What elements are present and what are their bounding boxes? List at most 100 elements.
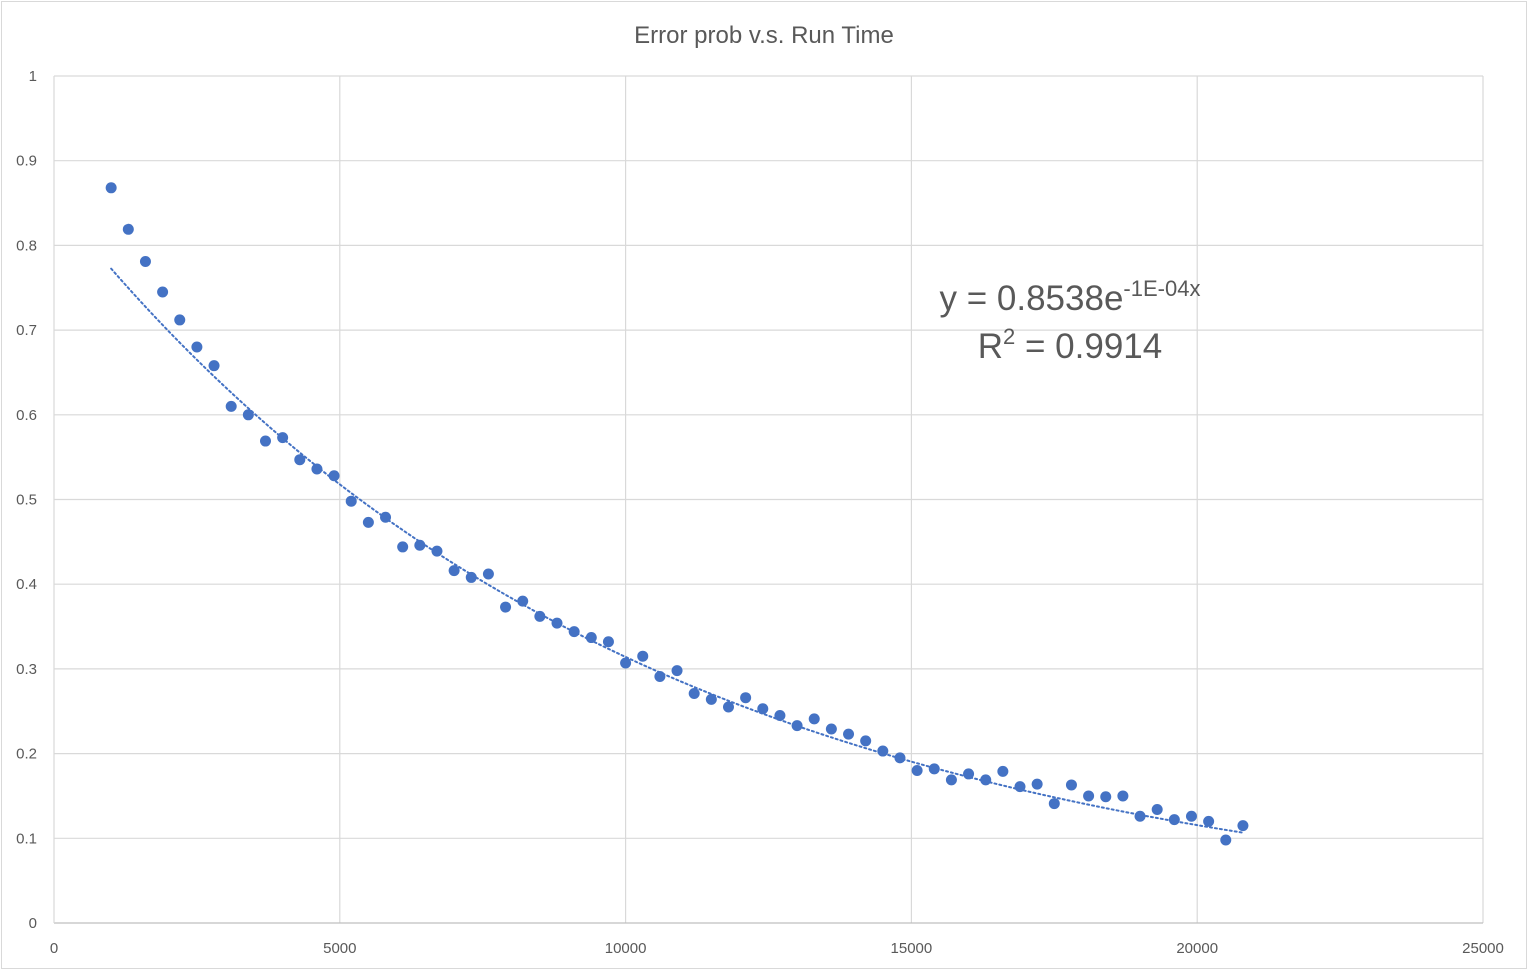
data-point (380, 511, 392, 523)
data-point (602, 636, 614, 648)
data-point (482, 568, 494, 580)
data-point (174, 314, 186, 326)
data-point (585, 632, 597, 644)
data-point (928, 763, 940, 775)
data-point (637, 650, 649, 662)
equation-main: y = 0.8538e (940, 279, 1124, 318)
data-point (517, 595, 529, 607)
data-point (1168, 814, 1180, 826)
data-point (963, 768, 975, 780)
r-squared-label: R2 = 0.9914 (978, 324, 1162, 366)
data-point (997, 765, 1009, 777)
x-tick-label: 0 (50, 940, 58, 957)
r2-value: = 0.9914 (1015, 327, 1162, 366)
axes (53, 76, 1483, 924)
data-point (1185, 810, 1197, 822)
data-point (877, 745, 889, 757)
y-tick-label: 0.2 (16, 746, 37, 763)
data-point (1083, 790, 1095, 802)
chart-title: Error prob v.s. Run Time (634, 22, 894, 49)
data-point (1014, 781, 1026, 793)
data-point (259, 435, 271, 447)
data-point (105, 182, 117, 194)
data-point (705, 693, 717, 705)
data-point (671, 665, 683, 677)
y-tick-label: 0.8 (16, 237, 37, 254)
data-point (551, 617, 563, 629)
x-tick-label: 10000 (605, 940, 647, 957)
data-point (1100, 791, 1112, 803)
tick-labels: 0 0.1 0.2 0.3 0.4 0.5 0.6 0.7 0.8 0.9 1 0 5000 10000 1… (16, 68, 1504, 957)
data-point (843, 728, 855, 740)
data-point (1065, 779, 1077, 791)
data-point (397, 541, 409, 553)
y-tick-label: 0.5 (16, 492, 37, 509)
data-point (328, 470, 340, 482)
data-point (277, 432, 289, 444)
data-point (311, 463, 323, 475)
data-point (242, 409, 254, 421)
y-tick-label: 0.7 (16, 322, 37, 339)
data-point (774, 709, 786, 721)
data-point (465, 571, 477, 583)
data-point (157, 286, 169, 298)
data-point (208, 360, 220, 372)
y-tick-label: 0.1 (16, 830, 37, 847)
data-point (860, 735, 872, 747)
r2-main: R (978, 327, 1003, 366)
data-point (1220, 834, 1232, 846)
r2-superscript: 2 (1003, 324, 1015, 349)
y-tick-label: 1 (29, 68, 37, 85)
data-point (448, 565, 460, 577)
data-point (722, 701, 734, 713)
y-tick-label: 0 (29, 915, 37, 932)
data-point (620, 657, 632, 669)
data-point (362, 516, 374, 528)
trendline-equation: y = 0.8538e-1E-04x (940, 276, 1201, 318)
data-point (945, 774, 957, 786)
data-point (980, 774, 992, 786)
x-tick-label: 25000 (1462, 940, 1504, 957)
y-tick-label: 0.3 (16, 661, 37, 678)
data-point (139, 255, 151, 267)
data-point (1134, 810, 1146, 822)
y-tick-label: 0.6 (16, 407, 37, 424)
data-point (500, 601, 512, 613)
gridlines (54, 75, 1484, 923)
data-point (534, 610, 546, 622)
data-point (191, 341, 203, 353)
data-point (911, 765, 923, 777)
data-point (1048, 798, 1060, 810)
x-tick-label: 20000 (1176, 940, 1218, 957)
data-point (1151, 804, 1163, 816)
data-point (1117, 790, 1129, 802)
data-point (122, 223, 134, 235)
data-point (791, 720, 803, 732)
trendline (110, 267, 1244, 834)
data-point (294, 454, 306, 466)
trendline-group (110, 267, 1244, 834)
data-point (688, 687, 700, 699)
x-tick-label: 15000 (891, 940, 933, 957)
data-point (345, 495, 357, 507)
y-tick-label: 0.9 (16, 153, 37, 170)
equation-exponent: -1E-04x (1123, 276, 1200, 301)
data-point (414, 539, 426, 551)
data-points (105, 182, 1249, 846)
data-point (757, 703, 769, 715)
data-point (1203, 815, 1215, 827)
data-point (808, 713, 820, 725)
data-point (825, 723, 837, 735)
y-tick-label: 0.4 (16, 576, 37, 593)
data-point (225, 400, 237, 412)
data-point (740, 692, 752, 704)
data-point (1031, 778, 1043, 790)
x-tick-label: 5000 (323, 940, 356, 957)
data-point (654, 671, 666, 683)
data-point (1237, 820, 1249, 832)
data-point (894, 752, 906, 764)
data-point (568, 626, 580, 638)
